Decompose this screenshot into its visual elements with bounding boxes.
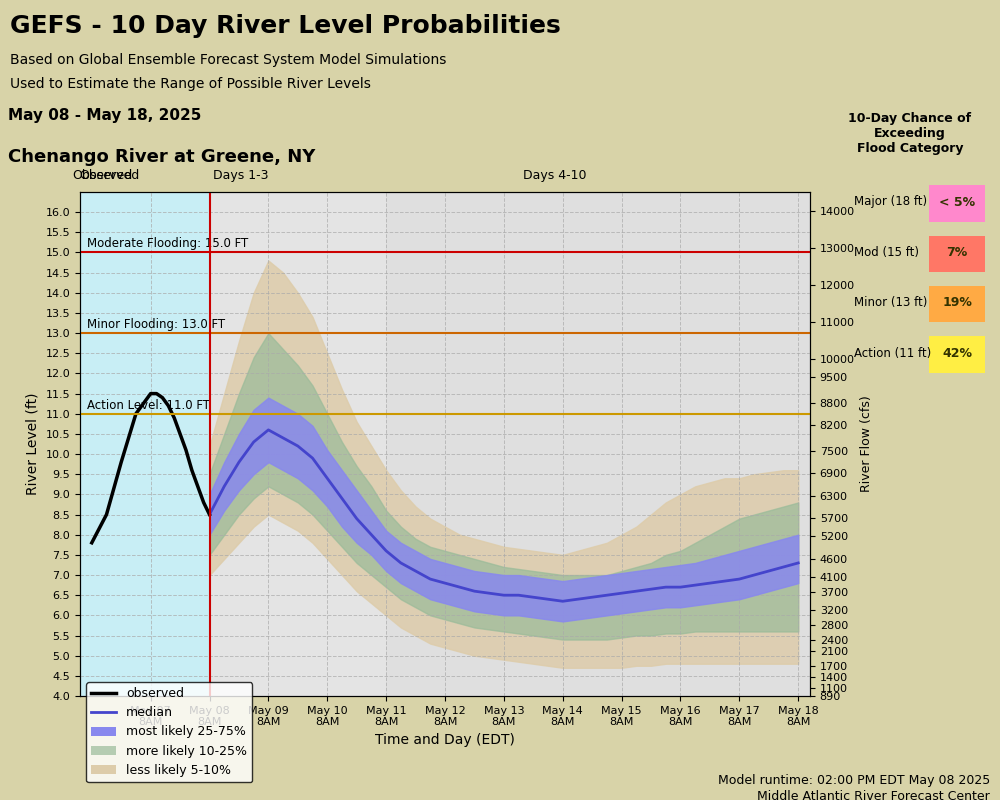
observed — [192, 482, 204, 491]
Y-axis label: River Level (ft): River Level (ft) — [26, 393, 40, 495]
observed — [151, 389, 163, 398]
Bar — [210, 192, 386, 696]
median — [748, 570, 760, 580]
median — [674, 582, 686, 592]
Line: median: median — [210, 430, 798, 602]
median — [586, 593, 598, 602]
Text: Major (18 ft): Major (18 ft) — [854, 195, 927, 209]
median — [704, 578, 716, 588]
median — [351, 514, 363, 523]
Text: < 5%: < 5% — [939, 195, 975, 209]
median — [395, 558, 407, 568]
median — [498, 590, 510, 600]
observed — [100, 510, 112, 519]
median — [424, 574, 436, 584]
Text: Action Level: 11.0 FT: Action Level: 11.0 FT — [87, 398, 210, 412]
median — [513, 590, 525, 600]
median — [542, 594, 554, 604]
median — [689, 580, 701, 590]
Text: 10-Day Chance of
Exceeding
Flood Category: 10-Day Chance of Exceeding Flood Categor… — [848, 113, 972, 155]
observed — [145, 389, 157, 398]
Text: 7%: 7% — [947, 246, 968, 259]
Bar — [80, 192, 210, 696]
Legend: observed, median, most likely 25-75%, more likely 10-25%, less likely 5-10%: observed, median, most likely 25-75%, mo… — [86, 682, 252, 782]
Text: Model runtime: 02:00 PM EDT May 08 2025: Model runtime: 02:00 PM EDT May 08 2025 — [718, 774, 990, 787]
observed — [204, 510, 216, 519]
median — [277, 433, 289, 442]
observed — [130, 409, 142, 418]
median — [483, 588, 495, 598]
median — [763, 566, 775, 576]
Text: Minor (13 ft): Minor (13 ft) — [854, 296, 927, 310]
observed — [168, 413, 180, 422]
median — [292, 442, 304, 451]
Text: Days 1-3: Days 1-3 — [213, 169, 268, 182]
FancyBboxPatch shape — [929, 186, 985, 222]
median — [719, 576, 731, 586]
median — [321, 474, 333, 483]
Text: Observed: Observed — [72, 169, 132, 182]
Line: observed: observed — [92, 394, 210, 542]
median — [733, 574, 745, 584]
median — [248, 437, 260, 446]
Text: Minor Flooding: 13.0 FT: Minor Flooding: 13.0 FT — [87, 318, 225, 331]
median — [454, 582, 466, 592]
Text: Observed: Observed — [79, 169, 140, 182]
median — [336, 494, 348, 503]
Text: May 08 - May 18, 2025: May 08 - May 18, 2025 — [8, 108, 202, 123]
FancyBboxPatch shape — [929, 286, 985, 322]
median — [233, 458, 245, 467]
median — [660, 582, 672, 592]
Text: Chenango River at Greene, NY: Chenango River at Greene, NY — [8, 148, 316, 166]
median — [571, 594, 583, 604]
Text: Based on Global Ensemble Forecast System Model Simulations: Based on Global Ensemble Forecast System… — [10, 53, 446, 66]
X-axis label: Time and Day (EDT): Time and Day (EDT) — [375, 733, 515, 747]
Text: 19%: 19% — [942, 296, 972, 310]
median — [262, 425, 274, 434]
median — [439, 578, 451, 588]
median — [218, 482, 230, 491]
Text: Used to Estimate the Range of Possible River Levels: Used to Estimate the Range of Possible R… — [10, 77, 371, 90]
median — [616, 588, 628, 598]
observed — [198, 498, 210, 507]
median — [365, 530, 377, 539]
Text: 42%: 42% — [942, 346, 972, 360]
Text: Middle Atlantic River Forecast Center: Middle Atlantic River Forecast Center — [757, 790, 990, 800]
median — [204, 510, 216, 519]
observed — [180, 446, 192, 455]
median — [778, 562, 790, 572]
median — [645, 584, 657, 594]
median — [410, 566, 422, 576]
Text: Mod (15 ft): Mod (15 ft) — [854, 246, 919, 259]
median — [601, 590, 613, 600]
median — [557, 597, 569, 606]
observed — [162, 401, 174, 410]
median — [307, 454, 319, 463]
FancyBboxPatch shape — [929, 336, 985, 373]
observed — [174, 429, 186, 438]
median — [468, 586, 480, 596]
observed — [115, 458, 127, 467]
median — [792, 558, 804, 568]
FancyBboxPatch shape — [929, 235, 985, 272]
observed — [186, 466, 198, 475]
observed — [156, 393, 168, 402]
Text: Action (11 ft): Action (11 ft) — [854, 346, 931, 360]
observed — [86, 538, 98, 547]
Text: Days 4-10: Days 4-10 — [523, 169, 586, 182]
Bar — [386, 192, 810, 696]
median — [527, 593, 539, 602]
median — [380, 546, 392, 556]
median — [630, 586, 642, 596]
Text: GEFS - 10 Day River Level Probabilities: GEFS - 10 Day River Level Probabilities — [10, 14, 561, 38]
Text: Moderate Flooding: 15.0 FT: Moderate Flooding: 15.0 FT — [87, 238, 249, 250]
Y-axis label: River Flow (cfs): River Flow (cfs) — [860, 396, 873, 492]
